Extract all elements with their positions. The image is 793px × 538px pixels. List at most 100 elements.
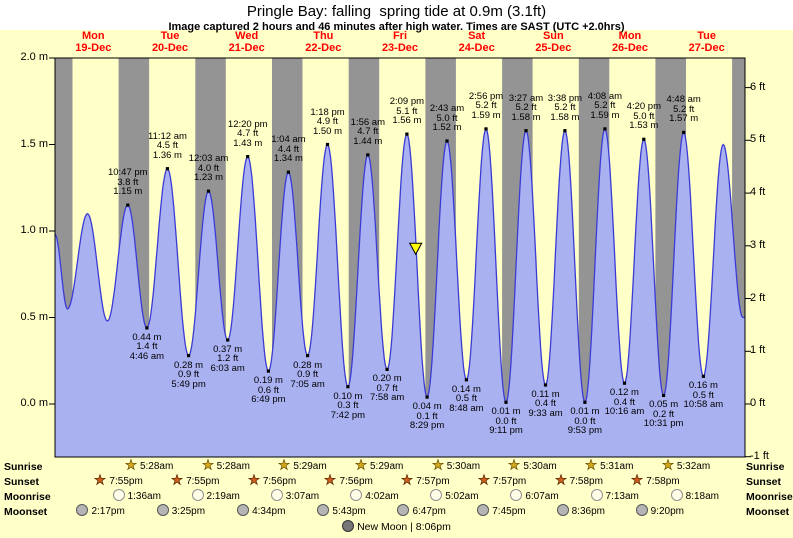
moonrise-icon: [590, 489, 603, 501]
moonrise-item: 3:07am: [255, 489, 335, 502]
y-axis-label-m: 2.0 m: [20, 51, 48, 63]
moonrise-icon: [430, 489, 443, 501]
sunset-icon: [170, 473, 184, 486]
sunrise-item: 5:30am: [493, 458, 573, 472]
moonrise-icon: [510, 489, 523, 501]
tide-extreme-dot: [445, 139, 449, 143]
moonrise-item: 1:36am: [97, 489, 177, 502]
sunrise-item: 5:30am: [416, 458, 496, 472]
tide-extreme-dot: [206, 189, 211, 193]
sunrise-row-label-left: Sunrise: [4, 461, 43, 473]
sunset-time: 7:58pm: [569, 476, 603, 487]
sunrise-time: 5:28am: [139, 461, 174, 472]
tide-extreme-label: 0.04 m 0.1 ft 8:29 pm: [409, 401, 445, 432]
tide-extreme-dot: [563, 129, 567, 133]
moonrise-item: 7:13am: [575, 489, 655, 502]
sunrise-item: 5:28am: [186, 458, 266, 472]
moonset-icon: [477, 504, 490, 516]
day-label: Sun 25-Dec: [535, 30, 572, 54]
moonrise-icon: [191, 489, 204, 501]
moonset-item: 2:17pm: [61, 504, 141, 517]
moonrise-time: 4:02am: [365, 491, 399, 502]
tide-extreme-dot: [385, 367, 389, 371]
moonset-time: 6:47pm: [412, 506, 446, 517]
tide-extreme-label: 12:03 am 4.0 ft 1.23 m: [188, 153, 229, 184]
sunrise-time: 5:32am: [676, 461, 711, 472]
sunrise-time: 5:29am: [293, 461, 327, 472]
moonrise-time: 1:36am: [127, 491, 161, 502]
day-label: Sat 24-Dec: [458, 30, 495, 54]
tide-extreme-label: 0.01 m 0.0 ft 9:53 pm: [567, 406, 603, 437]
sunrise-row-label-right: Sunrise: [746, 461, 785, 473]
tide-extreme-label: 0.12 m 0.4 ft 10:16 am: [604, 387, 645, 418]
moonset-time: 3:25pm: [171, 506, 206, 517]
moonset-time: 7:45pm: [492, 506, 526, 517]
tide-extreme-label: 4:08 am 5.2 ft 1.59 m: [587, 90, 623, 121]
moonset-item: 5:43pm: [302, 504, 382, 517]
tide-area: [55, 128, 745, 457]
tide-extreme-label: 0.28 m 0.9 ft 5:49 pm: [171, 359, 206, 390]
tide-extreme-dot: [543, 383, 548, 387]
moonset-item: 3:25pm: [141, 504, 221, 517]
day-label: Tue 27-Dec: [688, 30, 725, 54]
tide-extreme-label: 10:47 pm 3.8 ft 1.15 m: [107, 167, 148, 198]
tide-extreme-label: 1:18 pm 4.9 ft 1.50 m: [310, 106, 345, 137]
tide-extreme-dot: [346, 385, 350, 389]
tide-extreme-label: 0.28 m 0.9 ft 7:05 am: [290, 359, 325, 390]
current-tide-marker-icon: [408, 242, 423, 256]
moonset-icon: [397, 504, 410, 516]
moonset-icon: [556, 504, 569, 516]
tide-extreme-dot: [682, 130, 686, 134]
moonrise-row-label-right: Moonrise: [746, 491, 793, 503]
moonrise-row-label-left: Moonrise: [4, 491, 51, 503]
plot-border: [54, 57, 746, 458]
moonset-item: 4:34pm: [221, 504, 301, 517]
moonrise-time: 2:19am: [206, 491, 240, 502]
tide-extreme-dot: [187, 354, 191, 358]
tide-extreme-label: 0.20 m 0.7 ft 7:58 am: [369, 373, 405, 404]
tide-extreme-label: 3:27 am 5.2 ft 1.58 m: [508, 92, 544, 123]
y-axis-label-ft: 5 ft: [750, 133, 766, 146]
sunrise-icon: [661, 458, 675, 471]
moonset-icon: [635, 504, 648, 516]
y-axis-label-m: 1.5 m: [20, 137, 48, 150]
sunrise-time: 5:29am: [369, 461, 404, 472]
sunset-item: 7:56pm: [232, 473, 312, 487]
tide-extreme-dot: [662, 393, 666, 397]
tide-extreme-label: 1:04 am 4.4 ft 1.34 m: [271, 134, 306, 165]
moonset-item: 9:20pm: [620, 504, 700, 517]
day-label: Fri 23-Dec: [381, 30, 419, 54]
tide-extreme-dot: [325, 142, 330, 147]
y-axis-label-ft: 1 ft: [750, 344, 766, 357]
tide-extreme-dot: [583, 400, 587, 404]
sunset-item: 7:58pm: [539, 473, 619, 487]
sunset-item: 7:56pm: [309, 473, 389, 487]
tide-extreme-dot: [366, 153, 370, 157]
sunset-time: 7:55pm: [186, 476, 220, 487]
tide-extreme-dot: [145, 326, 149, 330]
sunset-time: 7:56pm: [262, 476, 297, 487]
moonset-time: 9:20pm: [650, 506, 684, 517]
sunrise-icon: [201, 458, 214, 471]
y-axis-label-ft: 6 ft: [750, 80, 766, 93]
tide-extreme-dot: [266, 369, 270, 373]
y-axis-label-ft: -1 ft: [750, 449, 769, 462]
sunset-icon: [247, 473, 261, 486]
y-axis-label-m: 0.0 m: [20, 397, 48, 409]
sunrise-icon: [584, 458, 598, 471]
sunrise-icon: [508, 458, 521, 471]
moonset-row-label-left: Moonset: [4, 506, 48, 518]
sunset-item: 7:55pm: [155, 473, 235, 487]
tide-extreme-label: 2:43 am 5.0 ft 1.52 m: [429, 103, 465, 134]
tide-extreme-label: 4:20 pm 5.0 ft 1.53 m: [626, 101, 661, 132]
moonrise-icon: [350, 489, 363, 501]
sunrise-icon: [278, 458, 291, 471]
tide-extreme-label: 0.01 m 0.0 ft 9:11 pm: [489, 406, 523, 437]
tide-extreme-dot: [642, 137, 646, 141]
sunset-item: 7:55pm: [79, 473, 159, 487]
sunset-icon: [554, 473, 567, 486]
moonrise-time: 7:13am: [605, 491, 639, 502]
sunset-time: 7:57pm: [492, 476, 527, 487]
